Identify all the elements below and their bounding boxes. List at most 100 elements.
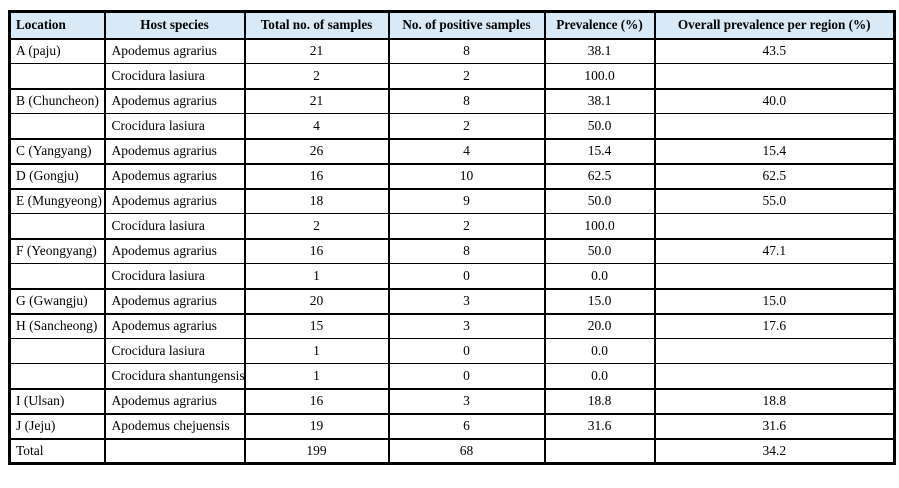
table-row: B (Chuncheon) Apodemus agrarius 21 8 38.1 40.…	[8, 87, 896, 114]
cell-overall	[653, 363, 896, 389]
cell-prevalence: 50.0	[543, 187, 656, 214]
cell-prevalence: 0.0	[543, 363, 656, 389]
cell-location: Total	[8, 437, 106, 464]
cell-positive: 9	[387, 187, 546, 214]
cell-species: Crocidura lasiura	[103, 338, 246, 364]
cell-overall	[653, 113, 896, 139]
cell-species: Crocidura lasiura	[103, 63, 246, 89]
table-row: E (Mungyeong) Apodemus agrarius 18 9 50.0 55.…	[8, 187, 896, 214]
cell-positive: 8	[387, 37, 546, 64]
cell-location	[8, 363, 106, 389]
table-row: D (Gongju) Apodemus agrarius 16 10 62.5 62.5	[8, 162, 896, 189]
cell-overall	[653, 213, 896, 239]
cell-overall: 31.6	[653, 412, 896, 439]
cell-overall	[653, 263, 896, 289]
cell-prevalence: 100.0	[543, 63, 656, 89]
cell-positive: 68	[387, 437, 546, 464]
cell-species: Apodemus agrarius	[103, 137, 246, 164]
column-header-positive: No. of positive samples	[387, 11, 546, 40]
cell-overall: 15.4	[653, 137, 896, 164]
cell-prevalence: 18.8	[543, 387, 656, 414]
cell-overall: 34.2	[653, 437, 896, 464]
prevalence-table: Location Host species Total no. of samples…	[8, 10, 896, 465]
cell-total: 2	[243, 213, 390, 239]
cell-positive: 2	[387, 213, 546, 239]
cell-positive: 0	[387, 338, 546, 364]
cell-total: 199	[243, 437, 390, 464]
table-row: F (Yeongyang) Apodemus agrarius 16 8 50.0 47.…	[8, 237, 896, 264]
cell-total: 16	[243, 237, 390, 264]
cell-total: 18	[243, 187, 390, 214]
table-row: G (Gwangju) Apodemus agrarius 20 3 15.0 15.0	[8, 287, 896, 314]
table-row: I (Ulsan) Apodemus agrarius 16 3 18.8 18.8	[8, 387, 896, 414]
cell-species: Apodemus agrarius	[103, 312, 246, 339]
table-row: Crocidura lasiura 2 2 100.0	[8, 213, 896, 239]
cell-positive: 0	[387, 263, 546, 289]
cell-location: C (Yangyang)	[8, 137, 106, 164]
cell-location	[8, 113, 106, 139]
table-row: Crocidura lasiura 1 0 0.0	[8, 338, 896, 364]
cell-species: Crocidura lasiura	[103, 213, 246, 239]
cell-location: I (Ulsan)	[8, 387, 106, 414]
cell-positive: 10	[387, 162, 546, 189]
cell-location: J (Jeju)	[8, 412, 106, 439]
cell-species	[103, 437, 246, 464]
column-header-prevalence: Prevalence (%)	[543, 11, 656, 40]
cell-positive: 3	[387, 387, 546, 414]
cell-location	[8, 213, 106, 239]
cell-location: D (Gongju)	[8, 162, 106, 189]
cell-prevalence: 50.0	[543, 113, 656, 139]
cell-overall: 47.1	[653, 237, 896, 264]
cell-species: Apodemus agrarius	[103, 287, 246, 314]
cell-overall: 55.0	[653, 187, 896, 214]
cell-location	[8, 63, 106, 89]
cell-species: Crocidura shantungensis	[103, 363, 246, 389]
table-row: C (Yangyang) Apodemus agrarius 26 4 15.4 15.4	[8, 137, 896, 164]
header-row: Location Host species Total no. of samples…	[8, 11, 896, 40]
cell-species: Apodemus agrarius	[103, 87, 246, 114]
cell-location: F (Yeongyang)	[8, 237, 106, 264]
column-header-overall: Overall prevalence per region (%)	[653, 11, 896, 40]
cell-prevalence: 100.0	[543, 213, 656, 239]
table-row: A (paju) Apodemus agrarius 21 8 38.1 43.5	[8, 37, 896, 64]
cell-location: B (Chuncheon)	[8, 87, 106, 114]
table-row: Crocidura shantungensis 1 0 0.0	[8, 363, 896, 389]
table-row: Crocidura lasiura 2 2 100.0	[8, 63, 896, 89]
cell-total: 2	[243, 63, 390, 89]
cell-total: 1	[243, 338, 390, 364]
cell-prevalence: 38.1	[543, 87, 656, 114]
cell-species: Apodemus agrarius	[103, 237, 246, 264]
cell-overall: 62.5	[653, 162, 896, 189]
cell-positive: 0	[387, 363, 546, 389]
cell-species: Apodemus agrarius	[103, 387, 246, 414]
cell-location: H (Sancheong)	[8, 312, 106, 339]
cell-prevalence: 38.1	[543, 37, 656, 64]
cell-total: 21	[243, 37, 390, 64]
cell-total: 4	[243, 113, 390, 139]
cell-total: 1	[243, 263, 390, 289]
cell-total: 1	[243, 363, 390, 389]
cell-prevalence	[543, 437, 656, 464]
cell-overall: 43.5	[653, 37, 896, 64]
cell-species: Crocidura lasiura	[103, 263, 246, 289]
column-header-total: Total no. of samples	[243, 11, 390, 40]
cell-prevalence: 15.0	[543, 287, 656, 314]
prevalence-table-container: Location Host species Total no. of samples…	[8, 10, 896, 465]
cell-positive: 8	[387, 237, 546, 264]
cell-positive: 2	[387, 63, 546, 89]
cell-positive: 4	[387, 137, 546, 164]
cell-positive: 2	[387, 113, 546, 139]
cell-total: 21	[243, 87, 390, 114]
cell-overall	[653, 63, 896, 89]
cell-species: Apodemus agrarius	[103, 37, 246, 64]
cell-prevalence: 31.6	[543, 412, 656, 439]
table-row: H (Sancheong) Apodemus agrarius 15 3 20.0 17.…	[8, 312, 896, 339]
cell-positive: 3	[387, 312, 546, 339]
cell-total: 26	[243, 137, 390, 164]
cell-overall: 40.0	[653, 87, 896, 114]
cell-species: Apodemus chejuensis	[103, 412, 246, 439]
cell-species: Crocidura lasiura	[103, 113, 246, 139]
table-row: Total 199 68 34.2	[8, 437, 896, 464]
cell-total: 20	[243, 287, 390, 314]
cell-location: A (paju)	[8, 37, 106, 64]
